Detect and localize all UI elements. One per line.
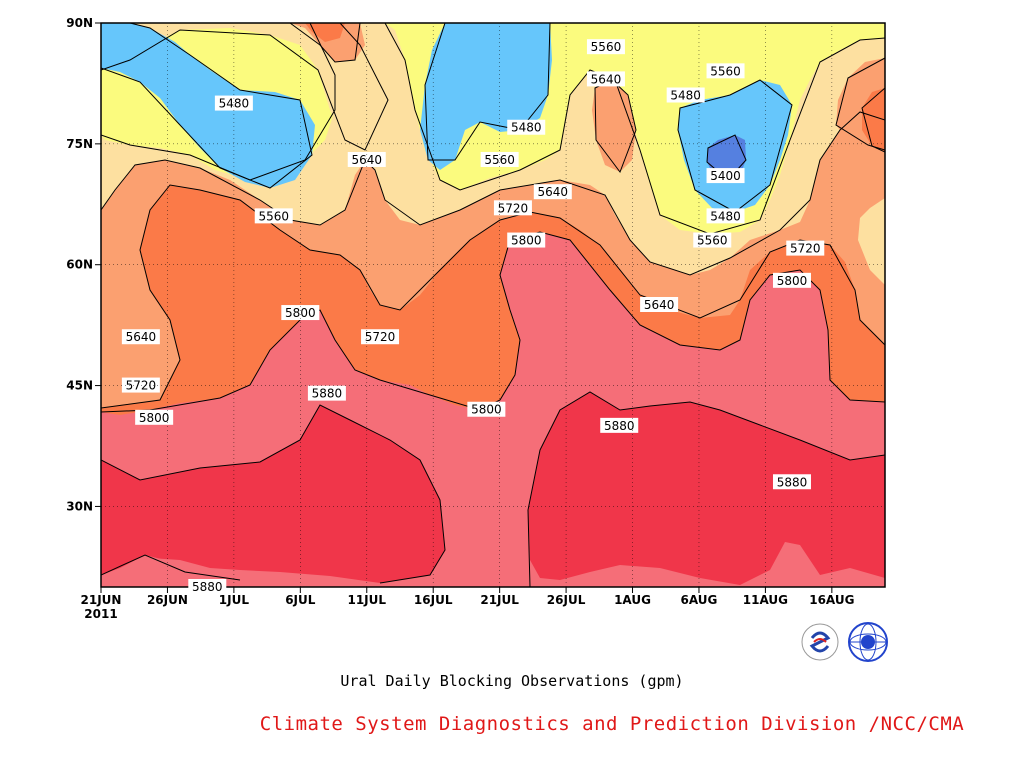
- x-tick-label: 11JUL: [347, 593, 386, 607]
- contour-label-bg: [693, 232, 732, 248]
- contour-label-bg: [586, 39, 625, 55]
- contour-label: 5720: [790, 242, 821, 256]
- contour-label-bg: [507, 232, 546, 248]
- contour-label: 5480: [511, 121, 542, 135]
- fill-5720-top-left: [290, 23, 365, 62]
- x-tick-label: 6JUL: [285, 593, 316, 607]
- contour-label: 5800: [511, 234, 542, 248]
- x-tick-label: 6AUG: [681, 593, 718, 607]
- contour-label-bg: [706, 208, 745, 224]
- x-tick-label: 1JUL: [219, 593, 250, 607]
- contour-label: 5640: [644, 298, 675, 312]
- x-tick-label: 11AUG: [743, 593, 788, 607]
- contour-labels: 5480 5560 5640 5800 5720 5880 5640 5720 5800 5880…: [121, 39, 825, 594]
- contour-label-bg: [493, 200, 532, 216]
- fill-5800-top-left: [305, 23, 345, 42]
- fill-5480-a: [101, 23, 315, 188]
- contour-label: 5720: [126, 379, 157, 393]
- fill-5640-top-patch: [101, 23, 388, 150]
- contour-label-bg: [347, 151, 386, 167]
- contour-label: 5880: [777, 475, 808, 489]
- y-tick-label: 75N: [66, 137, 93, 151]
- contour-label-bg: [533, 184, 572, 200]
- contour-label: 5480: [710, 209, 741, 223]
- contour-label: 5720: [365, 330, 396, 344]
- contour-label: 5800: [285, 306, 316, 320]
- contour-label-bg: [706, 63, 745, 79]
- contour-label-bg: [214, 95, 253, 111]
- contour-label-bg: [121, 377, 160, 393]
- chart-footer: Climate System Diagnostics and Predictio…: [259, 713, 965, 735]
- contour-label-bg: [135, 409, 174, 425]
- chart-subtitle: Ural Daily Blocking Observations (gpm): [340, 672, 684, 690]
- x-tick-label: 1AUG: [614, 593, 651, 607]
- y-tick-label: 60N: [66, 258, 93, 272]
- contour-label-bg: [640, 297, 679, 312]
- x-tick-label: 16AUG: [809, 593, 854, 607]
- y-tick-label: 90N: [66, 16, 93, 30]
- y-axis: 30N 45N 60N 75N 90N: [66, 16, 885, 513]
- contour-label: 5880: [604, 419, 635, 433]
- logos: [800, 622, 896, 662]
- x-tick-label: 21JUN: [81, 593, 122, 607]
- contour-label-bg: [586, 71, 625, 87]
- x-tick-label: 21JUL: [480, 593, 519, 607]
- x-year-label: 2011: [84, 607, 117, 621]
- contour-label: 5640: [538, 185, 569, 199]
- contour-label: 5880: [312, 387, 343, 401]
- contour-lines: [101, 23, 885, 587]
- contour-label: 5640: [591, 72, 622, 86]
- contour-label: 5800: [777, 274, 808, 288]
- contour-label-bg: [772, 272, 811, 288]
- contour-label: 5400: [710, 169, 741, 183]
- contour-label-bg: [254, 208, 293, 224]
- contour-label: 5560: [258, 209, 289, 223]
- contour-label-bg: [281, 305, 320, 321]
- contour-label-bg: [121, 329, 160, 345]
- x-tick-label: 26JUN: [147, 593, 188, 607]
- contour-label: 5880: [192, 580, 223, 594]
- contour-label: 5480: [670, 89, 701, 103]
- contour-label-bg: [307, 385, 346, 401]
- contour-label: 5640: [351, 153, 382, 167]
- x-tick-label: 16JUL: [414, 593, 453, 607]
- contour-label-bg: [188, 579, 227, 594]
- contour-label-bg: [480, 151, 519, 167]
- contour-label: 5800: [139, 411, 170, 425]
- contour-label: 5560: [697, 234, 728, 248]
- contour-label: 5640: [126, 330, 157, 344]
- contour-label-bg: [361, 329, 400, 345]
- bcc-logo-icon: [801, 623, 839, 661]
- contour-label-bg: [507, 119, 546, 135]
- fill-5480-b: [420, 23, 552, 170]
- contour-label-bg: [600, 417, 639, 433]
- contour-label-bg: [772, 474, 811, 490]
- y-tick-label: 45N: [66, 379, 93, 393]
- contour-label-bg: [706, 168, 745, 184]
- contour-label: 5560: [591, 40, 622, 54]
- x-tick-label: 26JUL: [547, 593, 586, 607]
- contour-label: 5720: [498, 201, 529, 215]
- ncc-logo-icon: [848, 622, 888, 662]
- contour-label: 5560: [710, 64, 741, 78]
- contour-label-bg: [666, 87, 705, 103]
- fill-5800-right-edge: [862, 88, 885, 152]
- contour-label: 5480: [219, 97, 250, 111]
- x-axis: 21JUN 26JUN 1JUL 6JUL 11JUL 16JUL 21JUL 26JUL 1A…: [81, 23, 854, 621]
- contour-label: 5560: [484, 153, 515, 167]
- contour-label-bg: [786, 240, 825, 256]
- contour-label: 5800: [471, 403, 502, 417]
- y-tick-label: 30N: [66, 499, 93, 513]
- contour-label-bg: [467, 401, 506, 417]
